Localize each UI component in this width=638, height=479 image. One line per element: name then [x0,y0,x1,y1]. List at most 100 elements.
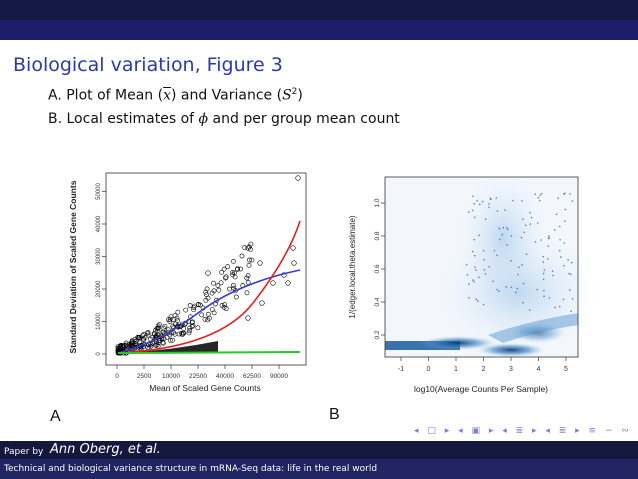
panel-a-point [160,339,166,345]
panel-a-ytick-label: 50000 [96,182,102,199]
panel-a-point [171,330,176,336]
panel-a-point [205,317,211,323]
panel-a-point [155,323,161,329]
panel-a-point [156,325,161,331]
panel-a-point [141,337,146,343]
panel-a-point [135,334,141,340]
panel-a-point [195,302,201,308]
panel-a-point [167,316,173,322]
panel-b-dot [516,287,519,290]
panel-a-point [239,253,245,259]
panel-b-dot [562,298,565,301]
panel-b-dot [570,273,572,276]
panel-a-point [227,286,232,292]
footer-author-bar: Paper by Ann Oberg, et al. [0,441,638,459]
panel-a-point [151,331,157,337]
panel-a-ytick-label: 40000 [96,215,102,232]
panel-b-dot [472,250,474,253]
panel-a-point [166,317,171,323]
panel-b-dot [560,256,562,258]
panel-b-dot [505,286,508,288]
panel-a-point [190,319,195,325]
panel-b-scatter-dots [465,192,574,313]
panel-b-dot [512,199,514,202]
panel-b-frame [384,176,579,358]
panel-b-dot [488,206,490,209]
panel-b-xtick-label: 5 [564,366,568,373]
panel-a-ylabel: Standard Deviation of Scaled Gene Counts [68,180,78,353]
panel-b-dot [473,254,476,257]
panel-b-density [385,173,598,357]
panel-a-ytick-label: 30000 [96,247,102,264]
panel-a-point [246,262,252,268]
panel-a-point [238,266,243,272]
panel-a-point [245,245,251,251]
panel-b-dot [488,266,491,268]
panel-a-point [244,275,250,281]
panel-b-dot [567,259,569,261]
panel-b-dot [474,266,476,268]
panel-a-xtick-label: 40000 [216,373,234,380]
panel-a-point [176,331,182,337]
panel-b-dot [569,193,571,195]
panel-a-point [248,241,254,247]
panel-a-ytick-label: 0 [96,352,102,356]
panel-b-dot [475,269,477,271]
panel-b-dot [477,300,479,302]
panel-a-point [223,274,229,280]
panel-b-dot [571,200,574,202]
panel-b-dot [559,239,561,241]
panel-a: 0 10000 20000 30000 40000 50000 0 2500 10000 225… [50,172,307,425]
panel-a-point [167,337,173,343]
panel-a-point [249,257,255,263]
panel-a-point [190,323,196,328]
panel-a-xtick-label: 10000 [162,373,180,380]
beamer-navigation[interactable]: ◂ □ ▸ ◂ ▣ ▸ ◂ ≣ ▸ ◂ ≣ ▸ ≡ ∽ ∾ ∿ [414,426,638,436]
panel-b-low-band [385,341,460,350]
panel-b-dot [563,242,565,244]
panel-b-dot [517,273,519,276]
panel-b-dot [475,298,478,301]
panel-b-dot [539,194,541,197]
panel-a-point [230,283,236,288]
panel-b-dot [554,306,556,309]
panel-a-point [209,290,215,296]
panel-b-ytick-label: 0.4 [374,297,381,306]
panel-a-red-fit [117,220,301,354]
panel-a-point [257,260,263,266]
panel-a-point [223,275,228,281]
panel-b-xtick-label: 0 [427,366,431,373]
line-a-text-2: ) and Variance ( [170,87,283,104]
panel-b-dot [472,195,474,198]
panel-b-dot [482,303,485,306]
panel-a-point [181,326,186,331]
panel-b-dot [559,225,561,228]
footer-prefix: Paper by [4,447,44,457]
panel-a-y-ticks: 0 10000 20000 30000 40000 50000 [96,182,106,356]
panel-a-point [156,338,162,343]
panel-b-dot [548,235,550,237]
panel-b-dot [522,301,524,304]
panel-b-dot [518,266,520,268]
panel-b-dot [510,235,513,237]
panel-a-point [206,315,212,321]
panel-a-point [295,175,301,181]
panel-b-dot [570,310,572,313]
panel-b-dot [536,288,538,291]
panel-b-dot [523,231,525,234]
panel-a-frame [105,172,307,366]
panel-a-point [216,287,222,293]
panel-b-dot [557,197,559,199]
panel-b-dot [536,222,539,224]
panel-a-xtick-label: 90000 [270,373,288,380]
panel-a-point [128,343,134,349]
panel-b-dot [542,278,545,280]
panel-a-point [179,321,185,327]
panel-a-point [270,280,276,286]
panel-b-dot [569,289,571,291]
panel-b-dot [510,286,513,289]
panel-a-point [242,245,247,251]
panel-b-dot [483,258,485,261]
s-symbol: S [282,87,292,104]
panel-b-dot [530,216,533,219]
